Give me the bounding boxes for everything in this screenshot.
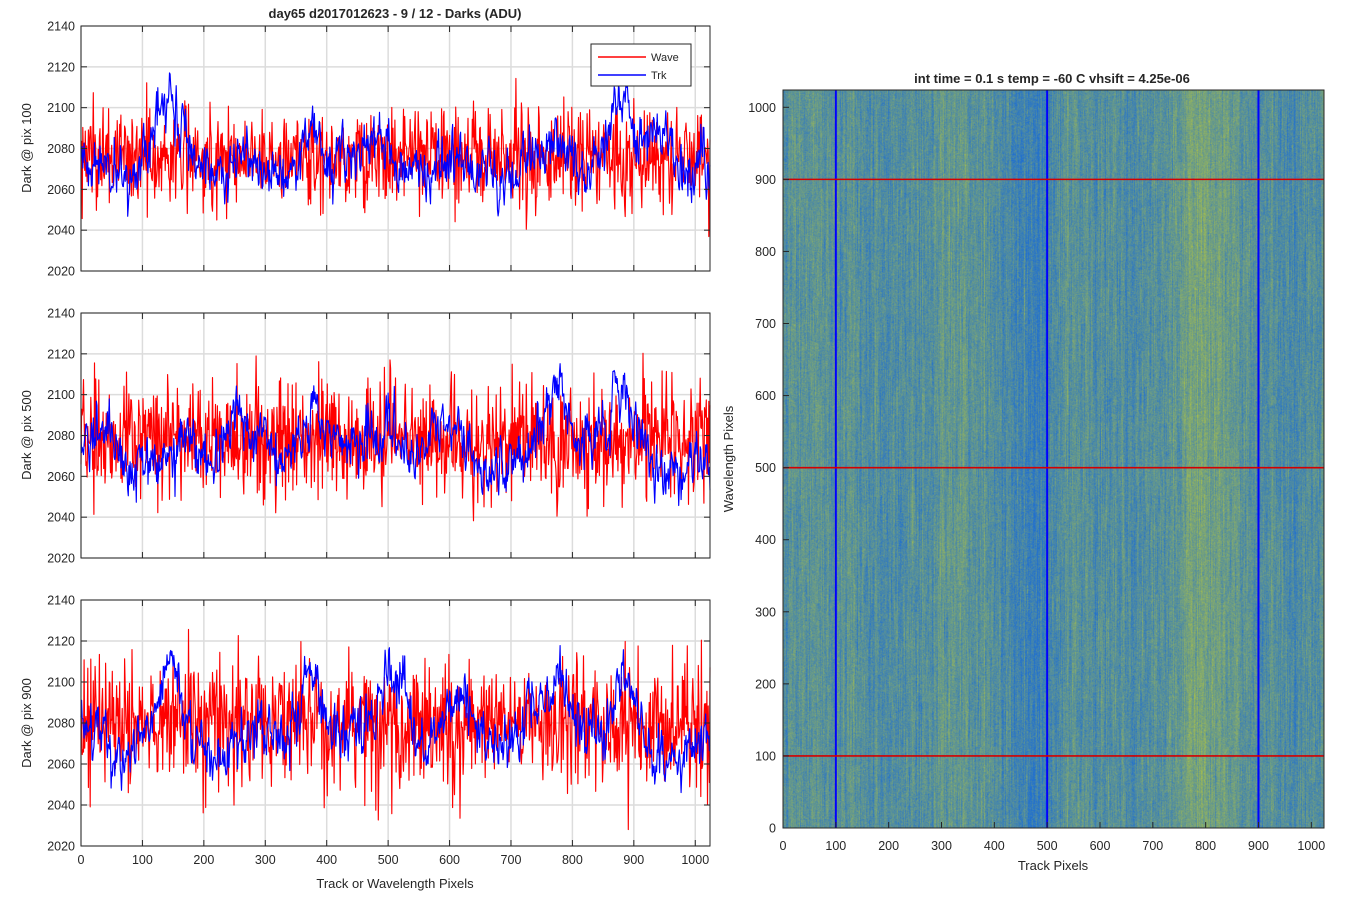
y-tick-label: 2100	[47, 676, 75, 690]
x-tick-label: 900	[1248, 839, 1269, 853]
y-tick-label: 2140	[47, 307, 75, 321]
ticks: 0 100 200 300 400 500 600 700 800 900 1000 0 100 200 3…	[748, 101, 1325, 853]
x-tick-label: 600	[439, 853, 460, 867]
y-tick-label: 500	[755, 461, 776, 475]
series-line-trk	[80, 363, 711, 507]
y-tick-label: 2060	[47, 758, 75, 772]
line-panel-pix-900: 0 100 200 300 400 500 600 700 800 900 1000 2020 2040…	[19, 594, 711, 891]
y-tick-label: 400	[755, 533, 776, 547]
ticks: 2020 2040 2060 2080 2100 2120 2140	[47, 307, 710, 566]
x-tick-label: 200	[193, 853, 214, 867]
x-tick-label: 500	[1037, 839, 1058, 853]
legend-label-trk: Trk	[651, 70, 667, 82]
series-lines	[80, 352, 711, 522]
y-tick-label: 2080	[47, 142, 75, 156]
x-tick-label: 0	[78, 853, 85, 867]
x-tick-label: 800	[562, 853, 583, 867]
y-axis-label: Dark @ pix 500	[19, 390, 34, 480]
x-tick-label: 0	[780, 839, 787, 853]
x-tick-label: 800	[1195, 839, 1216, 853]
y-tick-label: 2100	[47, 101, 75, 115]
series-lines	[80, 628, 711, 831]
x-tick-label: 300	[931, 839, 952, 853]
y-tick-label: 2120	[47, 347, 75, 361]
legend-box	[590, 43, 692, 87]
x-tick-label: 200	[878, 839, 899, 853]
x-tick-label: 400	[316, 853, 337, 867]
x-tick-label: 300	[255, 853, 276, 867]
plot-frame	[782, 89, 1325, 829]
y-tick-label: 2060	[47, 470, 75, 484]
ticks: 0 100 200 300 400 500 600 700 800 900 1000 2020 2040…	[47, 594, 710, 867]
y-tick-label: 2040	[47, 224, 75, 238]
x-tick-label: 600	[1090, 839, 1111, 853]
y-tick-label: 0	[769, 822, 776, 836]
y-tick-label: 300	[755, 605, 776, 619]
y-tick-label: 200	[755, 677, 776, 691]
y-tick-label: 2120	[47, 60, 75, 74]
y-tick-label: 2060	[47, 183, 75, 197]
y-tick-label: 2140	[47, 594, 75, 608]
legend-label-wave: Wave	[651, 52, 679, 64]
x-axis-label: Track Pixels	[1018, 858, 1089, 873]
x-tick-label: 700	[1142, 839, 1163, 853]
series-lines	[80, 72, 711, 238]
y-tick-label: 1000	[748, 101, 776, 115]
x-axis-label: Track or Wavelength Pixels	[316, 876, 474, 891]
y-tick-label: 2020	[47, 265, 75, 279]
y-tick-label: 900	[755, 173, 776, 187]
y-tick-label: 2080	[47, 429, 75, 443]
y-axis-label: Dark @ pix 900	[19, 678, 34, 768]
x-tick-label: 700	[501, 853, 522, 867]
x-tick-label: 1000	[681, 853, 709, 867]
figure-title: day65 d2017012623 - 9 / 12 - Darks (ADU)	[269, 6, 522, 21]
y-tick-label: 2020	[47, 840, 75, 854]
heatmap-panel: int time = 0.1 s temp = -60 C vhsift = 4…	[721, 71, 1325, 873]
x-tick-label: 400	[984, 839, 1005, 853]
ticks: 2020 2040 2060 2080 2100 2120 2140	[47, 20, 710, 279]
y-tick-label: 2140	[47, 20, 75, 34]
heatmap-image	[783, 90, 1324, 828]
y-tick-label: 2040	[47, 511, 75, 525]
y-tick-label: 2120	[47, 635, 75, 649]
y-tick-label: 100	[755, 749, 776, 763]
x-tick-label: 100	[825, 839, 846, 853]
x-tick-label: 100	[132, 853, 153, 867]
line-panel-pix-100: day65 d2017012623 - 9 / 12 - Darks (ADU)…	[19, 6, 711, 279]
series-line-trk	[80, 72, 711, 217]
y-axis-label: Dark @ pix 100	[19, 103, 34, 193]
line-panel-pix-500: 2020 2040 2060 2080 2100 2120 2140 Dark @ pix …	[19, 307, 711, 566]
legend: Wave Trk	[590, 43, 692, 87]
y-tick-label: 700	[755, 317, 776, 331]
y-tick-label: 2040	[47, 799, 75, 813]
y-tick-label: 600	[755, 389, 776, 403]
x-tick-label: 900	[623, 853, 644, 867]
series-line-trk	[80, 645, 711, 794]
y-tick-label: 2100	[47, 388, 75, 402]
y-axis-label: Wavelength Pixels	[721, 405, 736, 512]
marker-lines	[783, 90, 1324, 828]
y-tick-label: 800	[755, 245, 776, 259]
x-tick-label: 500	[378, 853, 399, 867]
y-tick-label: 2080	[47, 717, 75, 731]
x-tick-label: 1000	[1297, 839, 1325, 853]
heatmap-title: int time = 0.1 s temp = -60 C vhsift = 4…	[914, 71, 1190, 86]
y-tick-label: 2020	[47, 552, 75, 566]
